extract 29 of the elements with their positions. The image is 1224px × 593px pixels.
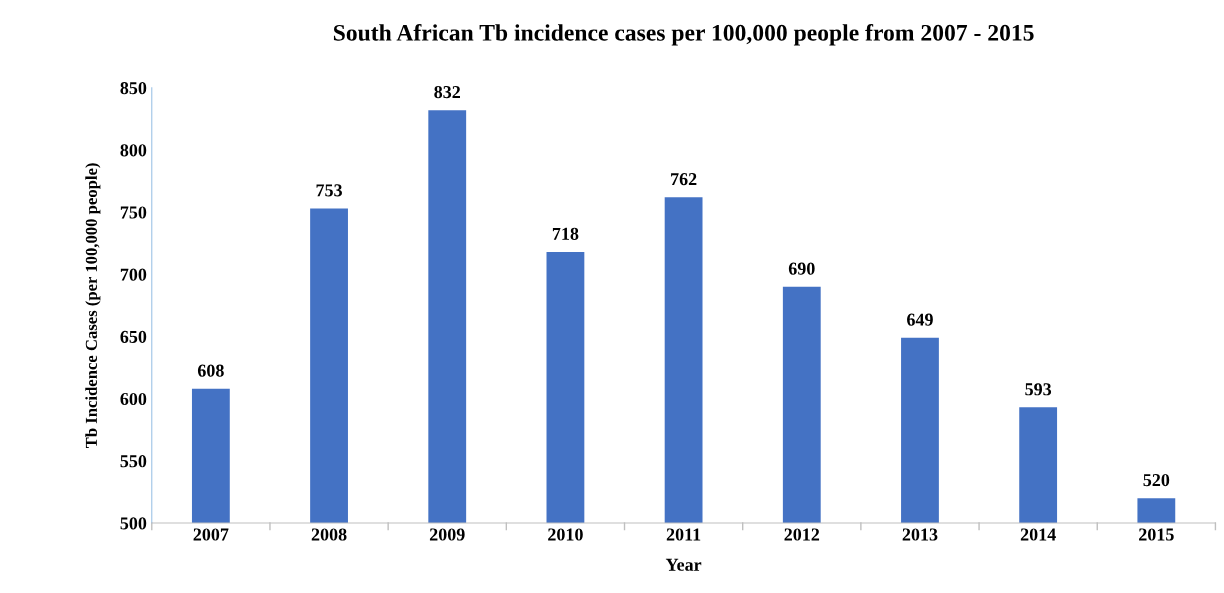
y-tick-label: 600 [120, 392, 147, 406]
data-label: 608 [197, 364, 224, 377]
y-tick-label: 800 [120, 144, 147, 157]
y-tick-label: 650 [120, 330, 147, 343]
data-label: 832 [434, 85, 460, 99]
y-tick-label: 850 [120, 82, 147, 95]
x-tick-label: 2008 [311, 528, 347, 541]
x-axis-title: Year [665, 558, 702, 571]
y-axis-title: Tb Incidence Cases (per 100,000 people) [85, 163, 101, 449]
x-tick-label: 2010 [548, 528, 583, 541]
data-label: 690 [788, 262, 815, 275]
x-tick-label: 2012 [784, 528, 820, 541]
data-label: 593 [1025, 383, 1052, 396]
x-tick-label: 2014 [1020, 528, 1056, 541]
data-label: 649 [907, 313, 933, 326]
x-tick-label: 2011 [666, 528, 701, 541]
chart-title: South African Tb incidence cases per 100,000 people from 2007 - 2015 [333, 23, 1034, 46]
data-label: 520 [1143, 473, 1170, 487]
data-label: 753 [316, 184, 342, 197]
data-label: 718 [552, 227, 579, 240]
y-tick-label: 700 [120, 268, 147, 281]
x-tick-label: 2007 [193, 528, 229, 541]
x-tick-label: 2015 [1139, 528, 1174, 541]
y-tick-label: 550 [120, 455, 147, 468]
y-tick-label: 750 [120, 206, 147, 219]
data-label: 762 [671, 173, 697, 186]
y-tick-label: 500 [120, 517, 147, 530]
x-tick-label: 2013 [902, 528, 938, 541]
x-tick-label: 2009 [429, 528, 465, 541]
